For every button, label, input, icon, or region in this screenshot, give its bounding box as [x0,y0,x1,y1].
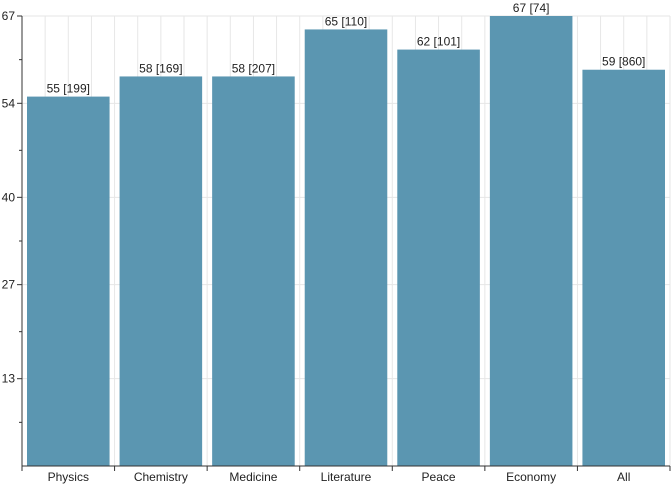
bar-economy [489,16,573,466]
bar-medicine [212,76,295,467]
x-axis-ticks: Physics Chemistry Medicine Literature Peace E… [21,466,671,484]
bar-label-economy: 67 [74] [513,1,550,15]
bar-label-literature: 65 [110] [325,14,367,28]
bar-labels-group: 55 [199] 58 [169] 58 [207] 65 [110] 62 [101]… [47,1,646,96]
x-tick-label-all: All [617,470,630,484]
y-tick-label: 13 [2,372,16,386]
bar-literature [304,29,388,467]
bar-all [582,69,665,466]
bar-label-physics: 55 [199] [47,82,90,96]
x-tick-label-economy: Economy [506,470,556,484]
bar-label-all: 59 [860] [602,55,645,69]
y-tick-label: 40 [2,190,16,204]
bar-physics [27,96,110,466]
x-tick-label-peace: Peace [422,470,456,484]
x-tick-label-medicine: Medicine [229,470,277,484]
y-tick-label: 54 [2,96,16,110]
bar-chemistry [119,76,203,467]
y-tick-label: 67 [2,9,16,23]
bars-group [27,16,665,467]
bar-label-medicine: 58 [207] [232,61,275,75]
bar-peace [397,49,480,466]
x-tick-label-literature: Literature [321,470,372,484]
bar-label-peace: 62 [101] [417,35,460,49]
y-axis-ticks: 13 27 40 54 67 [2,9,22,423]
x-tick-label-chemistry: Chemistry [134,470,188,484]
y-tick-label: 27 [2,278,16,292]
x-tick-label-physics: Physics [48,470,89,484]
bar-label-chemistry: 58 [169] [139,61,182,75]
